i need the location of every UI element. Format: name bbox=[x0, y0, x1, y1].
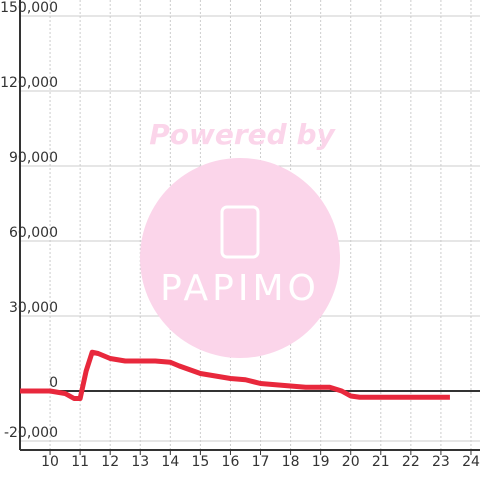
y-tick-label: -20,000 bbox=[4, 425, 58, 441]
x-tick-label: 13 bbox=[131, 454, 149, 470]
x-tick-label: 16 bbox=[222, 454, 240, 470]
watermark-logo: PAPIMO bbox=[160, 268, 320, 309]
x-tick-label: 24 bbox=[462, 454, 480, 470]
y-tick-label: 0 bbox=[49, 375, 58, 391]
x-tick-label: 21 bbox=[372, 454, 390, 470]
x-tick-label: 17 bbox=[252, 454, 270, 470]
watermark-text: Powered by bbox=[149, 118, 336, 151]
y-tick-label: 60,000 bbox=[9, 225, 58, 241]
y-tick-label: 120,000 bbox=[0, 75, 58, 91]
watermark-icon bbox=[220, 205, 260, 259]
y-tick-label: 30,000 bbox=[9, 300, 58, 316]
x-tick-label: 12 bbox=[101, 454, 119, 470]
data-line bbox=[20, 349, 450, 401]
x-tick-label: 18 bbox=[282, 454, 300, 470]
x-tick-label: 19 bbox=[312, 454, 330, 470]
x-tick-label: 20 bbox=[342, 454, 360, 470]
x-tick-label: 11 bbox=[71, 454, 89, 470]
y-tick-label: 150,000 bbox=[0, 0, 58, 16]
y-tick-label: 90,000 bbox=[9, 150, 58, 166]
x-tick-label: 23 bbox=[432, 454, 450, 470]
x-tick-label: 14 bbox=[161, 454, 179, 470]
x-tick-label: 22 bbox=[402, 454, 420, 470]
x-tick-label: 10 bbox=[41, 454, 59, 470]
x-tick-label: 15 bbox=[191, 454, 209, 470]
